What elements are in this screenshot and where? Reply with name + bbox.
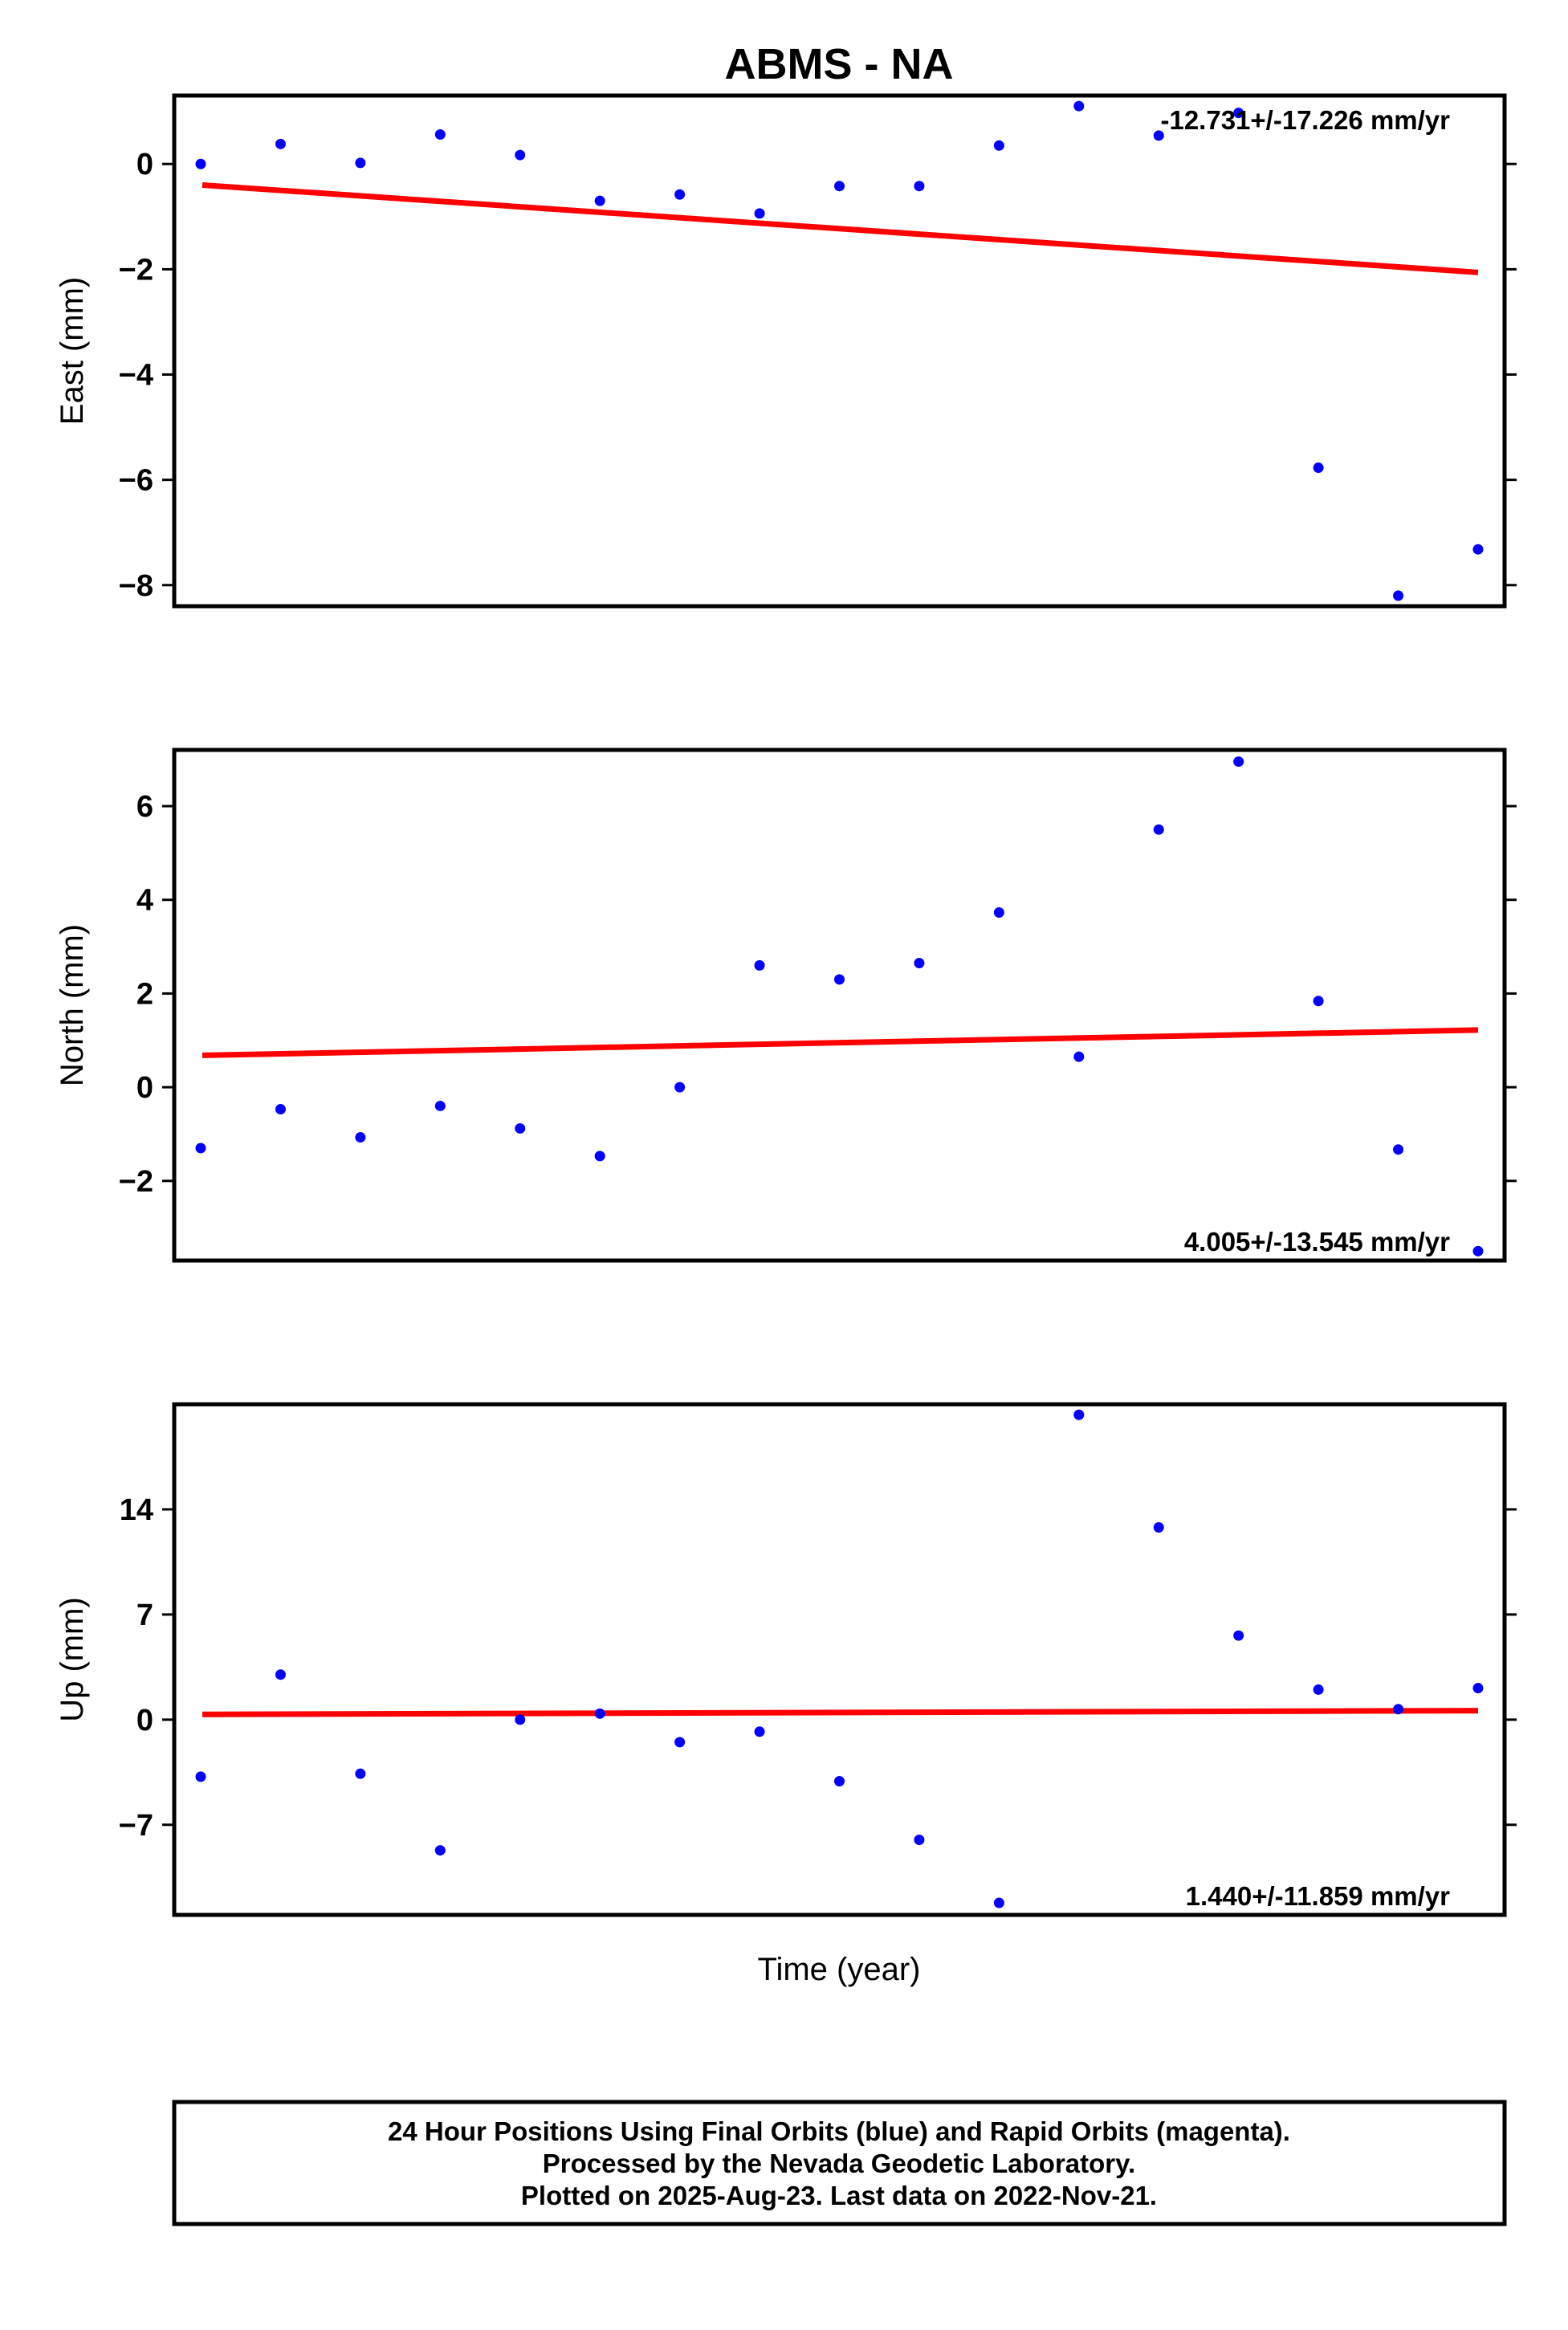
up-data-point (1073, 1409, 1085, 1420)
east-trend-line (202, 181, 1479, 275)
up-data-point (1393, 1704, 1404, 1715)
north-data-point (515, 1122, 526, 1134)
up-data-point (1233, 1630, 1244, 1641)
north-data-point (275, 1104, 286, 1115)
up-data-point (1313, 1684, 1324, 1695)
up-panel: 14 7 0 −7 Up (mm) 1.440+/-11.859 mm/yr (55, 1402, 1517, 1917)
up-data-point (1472, 1683, 1484, 1694)
east-data-point (515, 149, 526, 161)
up-ytick-label: 14 (120, 1493, 153, 1527)
east-y-axis-label: East (mm) (55, 277, 90, 425)
up-ytick-label: −7 (119, 1809, 153, 1843)
east-ytick-label: 0 (136, 148, 153, 181)
east-data-point (674, 189, 686, 200)
east-data-point (914, 181, 925, 192)
east-data-point (1393, 590, 1404, 601)
north-data-point (914, 957, 925, 968)
east-data-point (275, 138, 286, 149)
north-rate-label: 4.005+/-13.545 mm/yr (1184, 1227, 1450, 1257)
up-data-point (914, 1834, 925, 1845)
east-ytick-label: −8 (119, 569, 153, 603)
east-data-point (434, 129, 446, 141)
up-trend-line (202, 1708, 1479, 1717)
north-ytick-label: 2 (136, 977, 153, 1011)
east-ytick-label: −4 (119, 359, 153, 393)
north-y-axis-label: North (mm) (55, 924, 90, 1086)
east-rate-label: -12.731+/-17.226 mm/yr (1160, 105, 1450, 135)
up-data-point (1153, 1521, 1164, 1533)
footer-line-1: 24 Hour Positions Using Final Orbits (bl… (388, 2116, 1290, 2146)
north-ytick-label: 0 (136, 1071, 153, 1105)
up-y-axis-label: Up (mm) (55, 1597, 90, 1722)
north-data-point (993, 906, 1004, 918)
east-data-point (834, 181, 845, 192)
north-data-point (434, 1100, 446, 1111)
east-data-point (1153, 130, 1164, 141)
east-panel: 0 −2 −4 −6 −8 East (mm) -12.731+/-17.226 mm/yr (55, 93, 1517, 609)
up-data-point (594, 1708, 605, 1719)
footer-box: 24 Hour Positions Using Final Orbits (bl… (172, 2100, 1507, 2226)
north-ytick-label: 6 (136, 790, 153, 824)
east-data-point (1233, 108, 1244, 119)
east-data-point (1472, 544, 1484, 555)
footer-frame (172, 2100, 1507, 2226)
up-data-point (834, 1776, 845, 1787)
east-data-point (993, 140, 1004, 151)
east-data-point (1073, 100, 1085, 112)
up-data-point (515, 1714, 526, 1725)
north-ytick-label: 4 (136, 884, 153, 918)
up-rate-label: 1.440+/-11.859 mm/yr (1186, 1881, 1450, 1911)
x-axis-label: Time (year) (758, 1952, 921, 1987)
east-data-point (754, 208, 765, 219)
footer-line-2: Processed by the Nevada Geodetic Laborat… (543, 2149, 1135, 2178)
north-data-point (1313, 996, 1324, 1007)
north-data-point (1393, 1144, 1404, 1155)
up-data-point (275, 1669, 286, 1680)
east-plot-frame (172, 93, 1507, 609)
footer-line-3: Plotted on 2025-Aug-23. Last data on 202… (521, 2181, 1157, 2210)
east-data-point (195, 158, 206, 169)
north-panel: 6 4 2 0 −2 North (mm) 4.005+/-13.545 mm/yr (55, 747, 1517, 1263)
north-data-point (195, 1143, 206, 1154)
up-data-point (993, 1897, 1004, 1908)
north-ytick-label: −2 (119, 1165, 153, 1199)
east-data-point (1313, 462, 1324, 474)
up-data-point (434, 1845, 446, 1856)
up-plot-frame (172, 1402, 1507, 1917)
east-ytick-label: −6 (119, 464, 153, 498)
north-data-point (1233, 756, 1244, 768)
up-ytick-label: 7 (136, 1599, 153, 1632)
east-data-point (594, 195, 605, 206)
north-data-point (754, 959, 765, 971)
east-data-point (355, 157, 366, 169)
up-data-point (355, 1768, 366, 1779)
north-data-point (1073, 1051, 1085, 1062)
north-data-point (674, 1081, 686, 1093)
north-data-point (355, 1132, 366, 1143)
north-data-point (834, 974, 845, 985)
north-plot-frame (172, 747, 1507, 1263)
up-data-point (674, 1737, 686, 1748)
up-data-point (195, 1771, 206, 1782)
north-data-point (594, 1151, 605, 1162)
chart-title: ABMS - NA (725, 40, 954, 88)
up-data-point (754, 1726, 765, 1737)
north-trend-line (202, 1027, 1479, 1058)
panels-group: 0 −2 −4 −6 −8 East (mm) -12.731+/-17.226 mm/yr… (55, 93, 1517, 1917)
north-data-point (1472, 1245, 1484, 1257)
east-ytick-label: −2 (119, 253, 153, 287)
up-ytick-label: 0 (136, 1704, 153, 1737)
north-data-point (1153, 824, 1164, 835)
